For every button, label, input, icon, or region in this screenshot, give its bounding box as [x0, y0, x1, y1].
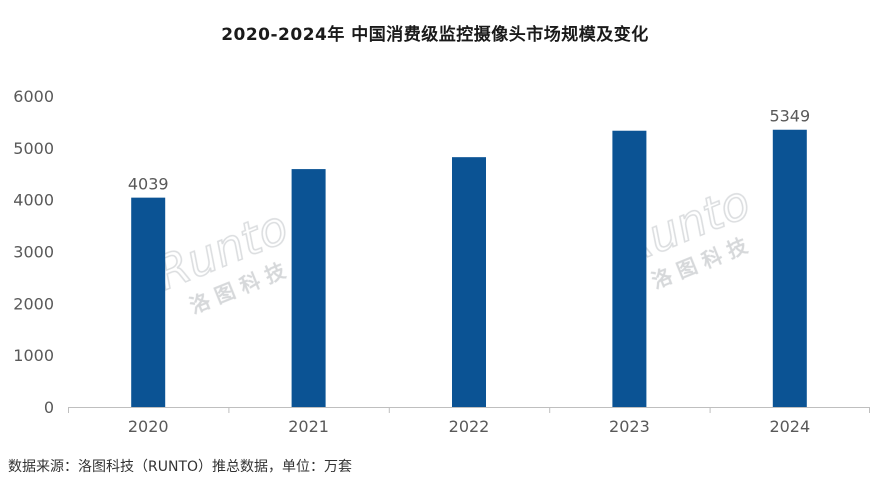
- chart-title: 2020-2024年 中国消费级监控摄像头市场规模及变化: [221, 25, 649, 45]
- bar-2021: [291, 169, 326, 407]
- data-labels-group: 4039 5349: [128, 107, 810, 194]
- bar-2023: [612, 130, 647, 407]
- y-tick-label: 6000: [13, 87, 54, 106]
- data-label: 5349: [769, 107, 810, 126]
- y-tick-label: 4000: [13, 191, 54, 210]
- y-tick-label: 1000: [13, 346, 54, 365]
- x-axis: 2020 2021 2022 2023 2024: [68, 407, 870, 436]
- y-axis: 0 1000 2000 3000 4000 5000 6000: [13, 87, 54, 417]
- x-tick-label: 2020: [128, 417, 169, 436]
- x-tick-label: 2021: [288, 417, 329, 436]
- bar-2024: [772, 129, 807, 407]
- y-tick-label: 5000: [13, 139, 54, 158]
- x-tick-label: 2022: [449, 417, 490, 436]
- bars-group: [131, 129, 807, 407]
- x-tick-label: 2023: [609, 417, 650, 436]
- bar-2020: [131, 197, 166, 407]
- source-note: 数据来源：洛图科技（RUNTO）推总数据，单位：万套: [8, 459, 353, 475]
- x-tick-label: 2024: [769, 417, 810, 436]
- y-tick-label: 0: [44, 398, 54, 417]
- bar-2022: [452, 157, 486, 407]
- y-tick-label: 3000: [13, 243, 54, 262]
- data-label: 4039: [128, 175, 169, 194]
- y-tick-label: 2000: [13, 294, 54, 313]
